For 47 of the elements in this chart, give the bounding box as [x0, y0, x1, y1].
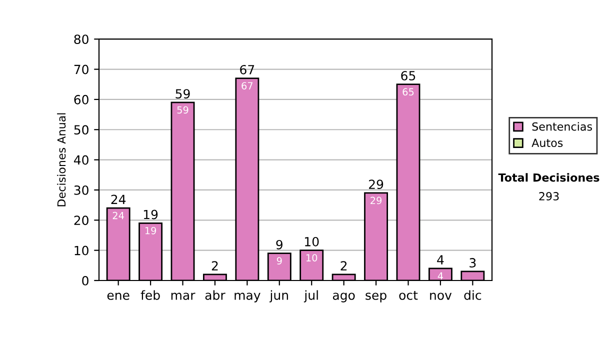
- total-label: 9: [276, 240, 282, 250]
- x-tick-label: feb: [140, 290, 160, 300]
- total-label: 2: [340, 261, 347, 270]
- legend-label: Sentencias: [532, 122, 592, 131]
- x-tick-label: abr: [205, 290, 226, 300]
- x-tick-label: ago: [332, 292, 355, 302]
- x-tick-label: mar: [171, 292, 196, 300]
- y-tick-label: 0: [82, 276, 88, 286]
- x-tick-label: ene: [107, 292, 130, 300]
- y-tick-label: 30: [74, 185, 88, 195]
- total-label: 59: [176, 89, 190, 99]
- legend-label: Autos: [532, 138, 563, 148]
- x-tick-label: dic: [464, 290, 482, 300]
- x-tick-label: nov: [430, 292, 452, 300]
- total-label: 19: [144, 210, 158, 220]
- y-tick-label: 40: [74, 155, 88, 165]
- total-label: 29: [368, 180, 384, 190]
- data-label: 29: [370, 196, 382, 204]
- total-label: 65: [401, 70, 416, 80]
- x-tick-label: jun: [270, 290, 288, 302]
- y-axis-title: Decisiones Anual: [57, 113, 66, 206]
- text: Total Decisiones: [498, 173, 600, 182]
- x-tick-label: may: [234, 292, 260, 302]
- data-label: 19: [145, 226, 156, 234]
- data-label: 4: [438, 272, 444, 280]
- y-tick-label: 10: [74, 246, 88, 256]
- total-label: 10: [305, 236, 319, 246]
- data-label: 10: [306, 254, 318, 262]
- total-label: 24: [111, 194, 126, 204]
- data-label: 65: [402, 88, 414, 96]
- x-tick-label: jul: [304, 290, 318, 302]
- y-tick-label: 70: [74, 64, 88, 74]
- total-label: 67: [240, 64, 254, 74]
- x-tick-label: oct: [399, 290, 418, 300]
- y-tick-label: 20: [74, 216, 88, 226]
- y-tick-label: 50: [74, 125, 88, 135]
- total-label: 3: [470, 258, 476, 268]
- data-label: 67: [242, 82, 253, 90]
- text: 293: [539, 192, 559, 200]
- total-label: 4: [437, 255, 444, 264]
- data-label: 59: [177, 106, 188, 114]
- x-tick-label: sep: [366, 292, 386, 302]
- y-tick-label: 80: [74, 34, 88, 44]
- total-label: 2: [212, 261, 218, 270]
- data-label: 24: [112, 212, 124, 220]
- y-tick-label: 60: [74, 94, 88, 104]
- data-label: 9: [276, 257, 282, 264]
